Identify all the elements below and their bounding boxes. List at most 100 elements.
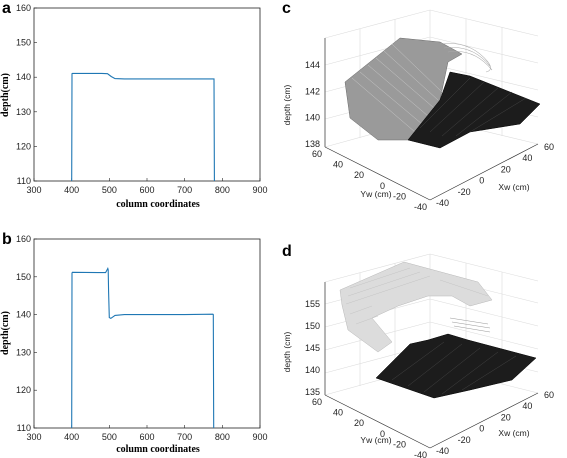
c-xtick-label: 60 (544, 142, 554, 152)
c-xtick-label: -40 (436, 198, 449, 208)
b-xtick-label: 800 (215, 432, 230, 442)
panel-b-y-ticks: 110 120 130 140 150 160 (16, 234, 37, 433)
c-xtick-label: 40 (522, 153, 532, 163)
b-xtick-label: 700 (177, 432, 192, 442)
panel-a-xlabel: column coordinates (116, 199, 200, 210)
panel-b-label: b (2, 231, 12, 248)
panel-c-surface-mesh-lower (419, 77, 527, 137)
d-xtick-label: -20 (458, 435, 471, 445)
panel-c-surface-mesh-upper (351, 43, 443, 133)
c-ytick-label: -20 (393, 191, 406, 201)
d-ytick-label: -40 (414, 450, 427, 458)
panel-d-surface-mesh-upper (345, 267, 489, 325)
panel-a-y-ticks: 110 120 130 140 150 160 (16, 3, 37, 186)
panel-d-z-ticks: 135 140 145 150 155 (305, 299, 320, 397)
d-ytick-label: 40 (333, 408, 343, 418)
a-ytick-label: 140 (16, 72, 31, 82)
a-xtick-label: 400 (64, 185, 79, 195)
d-xtick-label: 20 (501, 412, 511, 422)
panel-d-surface-mesh-lower (391, 341, 517, 395)
d-xtick-label: 40 (522, 401, 532, 411)
c-ztick-label: 140 (305, 113, 320, 123)
panel-c-surface-lower (407, 71, 541, 149)
panel-c-xlabel: Xw (cm) (498, 182, 529, 192)
c-xtick-label: 20 (501, 164, 511, 174)
panel-d-label: d (282, 243, 292, 260)
panel-d-axes (324, 282, 539, 449)
c-ztick-label: 138 (305, 139, 320, 149)
b-ytick-label: 110 (17, 423, 31, 433)
panel-d-ylabel: Yw (cm) (360, 435, 391, 445)
panel-d-zlabel: depth (cm) (282, 332, 292, 373)
d-ytick-label: 60 (312, 397, 322, 407)
panel-d-surface-lower (375, 333, 537, 399)
c-ytick-label: 60 (312, 149, 322, 159)
a-ytick-label: 160 (16, 3, 31, 13)
panel-c-label: c (282, 0, 291, 17)
c-ztick-label: 144 (305, 60, 320, 70)
c-ytick-label: -40 (414, 202, 427, 212)
panel-b-depth-line (71, 267, 215, 429)
b-xtick-label: 400 (64, 432, 79, 442)
panel-c: c (282, 0, 554, 212)
a-xtick-label: 700 (177, 185, 192, 195)
panel-c-axes (324, 38, 539, 201)
panel-c-x-ticks: -40 -20 0 20 40 60 (436, 142, 554, 208)
b-ytick-label: 150 (16, 272, 31, 282)
panel-a-depth-line (71, 72, 215, 182)
d-ztick-label: 145 (305, 343, 320, 353)
panel-c-surface-edges (439, 43, 493, 73)
panel-d-y-ticks: 60 40 20 0 -20 -40 (312, 397, 427, 458)
b-xtick-label: 500 (102, 432, 117, 442)
panel-d-surface-edges (449, 317, 491, 333)
panel-c-z-ticks: 138 140 142 144 (305, 60, 320, 149)
panel-b-axes-box (33, 238, 261, 429)
c-ztick-label: 142 (305, 86, 320, 96)
panel-c-zlabel: depth (cm) (282, 85, 292, 126)
panel-a-label: a (2, 0, 11, 17)
c-xtick-label: 0 (479, 176, 484, 186)
a-ytick-label: 150 (16, 38, 31, 48)
a-ytick-label: 120 (16, 141, 31, 151)
d-xtick-label: -40 (436, 446, 449, 456)
a-ytick-label: 110 (17, 176, 31, 186)
panel-a: a 110 120 130 140 150 160 300 400 500 600 700 800 9… (0, 0, 268, 210)
d-ztick-label: 135 (305, 387, 320, 397)
a-ytick-label: 130 (16, 107, 31, 117)
b-xtick-label: 600 (139, 432, 154, 442)
panel-b-ylabel: depth(cm) (0, 311, 11, 355)
b-ytick-label: 160 (16, 234, 31, 244)
a-xtick-label: 600 (139, 185, 154, 195)
panel-d-x-ticks: -40 -20 0 20 40 60 (436, 390, 554, 456)
panel-d: d (282, 243, 554, 458)
b-ytick-label: 120 (16, 385, 31, 395)
d-ztick-label: 140 (305, 365, 320, 375)
c-ytick-label: 0 (380, 181, 385, 191)
d-ytick-label: 0 (380, 429, 385, 439)
d-ytick-label: -20 (393, 439, 406, 449)
panel-a-ylabel: depth(cm) (0, 73, 11, 117)
c-ytick-label: 20 (354, 170, 364, 180)
a-xtick-label: 500 (102, 185, 117, 195)
a-xtick-label: 800 (215, 185, 230, 195)
b-ytick-label: 130 (16, 347, 31, 357)
panel-d-xlabel: Xw (cm) (498, 428, 529, 438)
panel-c-surface-upper (344, 37, 463, 141)
panel-b: b 110 120 130 140 150 160 300 400 500 600 700 800 9… (0, 231, 268, 455)
d-ztick-label: 155 (305, 299, 320, 309)
panel-b-x-ticks: 300 400 500 600 700 800 900 (26, 425, 268, 442)
b-ytick-label: 140 (16, 310, 31, 320)
a-xtick-label: 900 (252, 185, 267, 195)
d-xtick-label: 60 (544, 390, 554, 400)
panel-c-y-ticks: 60 40 20 0 -20 -40 (312, 149, 427, 212)
c-ytick-label: 40 (333, 160, 343, 170)
c-xtick-label: -20 (458, 187, 471, 197)
d-xtick-label: 0 (479, 424, 484, 434)
panel-c-ylabel: Yw (cm) (360, 189, 391, 199)
d-ztick-label: 150 (305, 321, 320, 331)
panel-a-axes-box (33, 7, 261, 182)
a-xtick-label: 300 (26, 185, 41, 195)
b-xtick-label: 300 (26, 432, 41, 442)
d-ytick-label: 20 (354, 418, 364, 428)
